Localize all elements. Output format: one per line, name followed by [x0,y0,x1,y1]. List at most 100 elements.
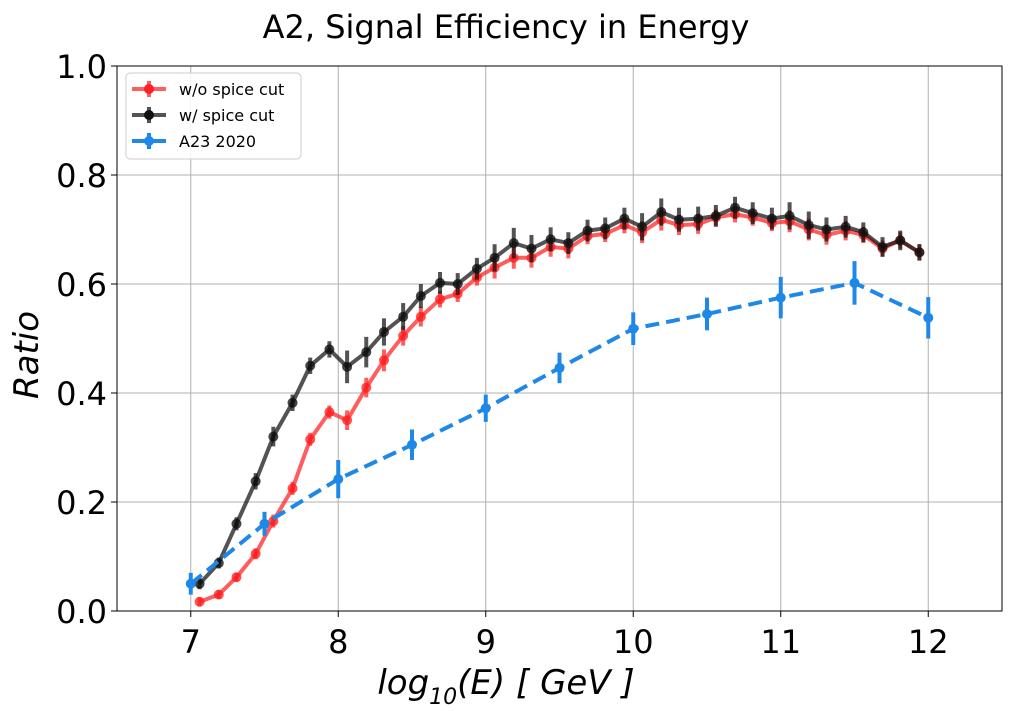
data-point [342,361,353,372]
data-point [710,210,721,221]
data-point [398,311,409,322]
data-point [452,279,463,289]
y-tick-label: 0.4 [56,375,107,413]
series-1 [194,206,925,607]
data-point [784,210,795,221]
data-point [747,208,758,219]
data-point [656,207,667,218]
data-point [563,238,574,249]
data-point [471,263,482,274]
legend-item-2: w/ spice cut [132,106,274,125]
data-point [361,347,372,358]
data-point [923,312,934,323]
series-line [198,212,921,604]
chart-title: A2, Signal Efficiency in Energy [263,8,750,46]
data-point [415,311,426,322]
data-point [702,308,712,319]
data-point [877,241,888,252]
data-point [194,596,205,607]
data-point [259,518,270,529]
data-point [821,224,832,235]
data-point [213,589,224,600]
data-point [407,439,417,450]
data-point [849,277,860,288]
data-point [342,415,353,426]
x-tick-label: 10 [613,623,654,661]
data-point [600,223,611,234]
data-point [840,221,851,232]
data-point [231,572,242,583]
legend-marker [144,136,154,146]
data-point [693,213,704,224]
data-point [250,548,261,559]
data-point [766,213,777,224]
legend-marker [144,110,154,120]
data-point [526,243,537,254]
legend-label: A23 2020 [179,132,256,151]
data-point [324,344,335,355]
x-tick-label: 7 [181,623,201,661]
data-point [619,213,630,224]
data-point [305,360,316,371]
data-point [268,431,279,442]
data-point [415,290,426,301]
data-point [231,518,242,529]
x-axis-label: log10(E) [ GeV ] [377,663,634,710]
y-tick-label: 0.8 [56,157,107,195]
data-point [361,382,372,393]
data-point [185,578,196,589]
data-point [435,294,446,305]
x-tick-label: 11 [760,623,801,661]
data-point [324,407,335,418]
data-point [378,355,389,366]
legend-item-3: A23 2020 [132,132,256,151]
legend-item-1: w/o spice cut [132,80,284,99]
y-axis-ticks: 0.0 0.2 0.4 0.6 0.8 1.0 [56,48,117,631]
x-axis-label-rest: (E) [ GeV ] [457,663,635,703]
series-2 [194,196,925,590]
legend-marker [144,84,154,94]
series-3 [185,261,934,595]
y-tick-label: 1.0 [56,48,107,86]
data-point [803,220,814,231]
series-line [189,280,930,586]
data-point [333,474,344,485]
legend: w/o spice cut w/ spice cut A23 2020 [125,72,302,160]
x-axis-label-subscript: 10 [429,685,457,710]
data-point [305,434,316,445]
y-tick-label: 0.0 [56,593,107,631]
data-point [489,252,500,263]
legend-label: w/ spice cut [179,106,274,125]
data-point [554,362,565,373]
data-point [914,247,925,258]
y-tick-label: 0.6 [56,266,107,304]
data-point [895,235,906,246]
y-axis-label: Ratio [7,311,47,399]
data-point [398,330,409,341]
data-point [287,397,298,408]
data-point [435,277,446,288]
x-tick-label: 9 [476,623,496,661]
data-point [775,292,786,303]
data-point [480,403,491,414]
legend-box [125,72,302,160]
data-point [287,483,298,494]
data-point [545,234,556,245]
data-point [673,214,684,225]
x-axis-ticks: 7 8 9 10 11 12 [181,611,949,661]
data-point [637,221,648,232]
data-point [508,238,519,249]
x-tick-label: 8 [328,623,348,661]
data-point [250,476,261,487]
legend-label: w/o spice cut [179,80,284,99]
x-axis-label-base: log [377,663,429,703]
data-point [730,202,741,213]
data-point [582,225,593,236]
data-point [378,326,389,337]
y-tick-label: 0.2 [56,484,107,522]
series-layer [185,196,934,607]
data-point [628,323,639,334]
series-line [198,205,921,586]
plot-frame [116,65,1003,612]
